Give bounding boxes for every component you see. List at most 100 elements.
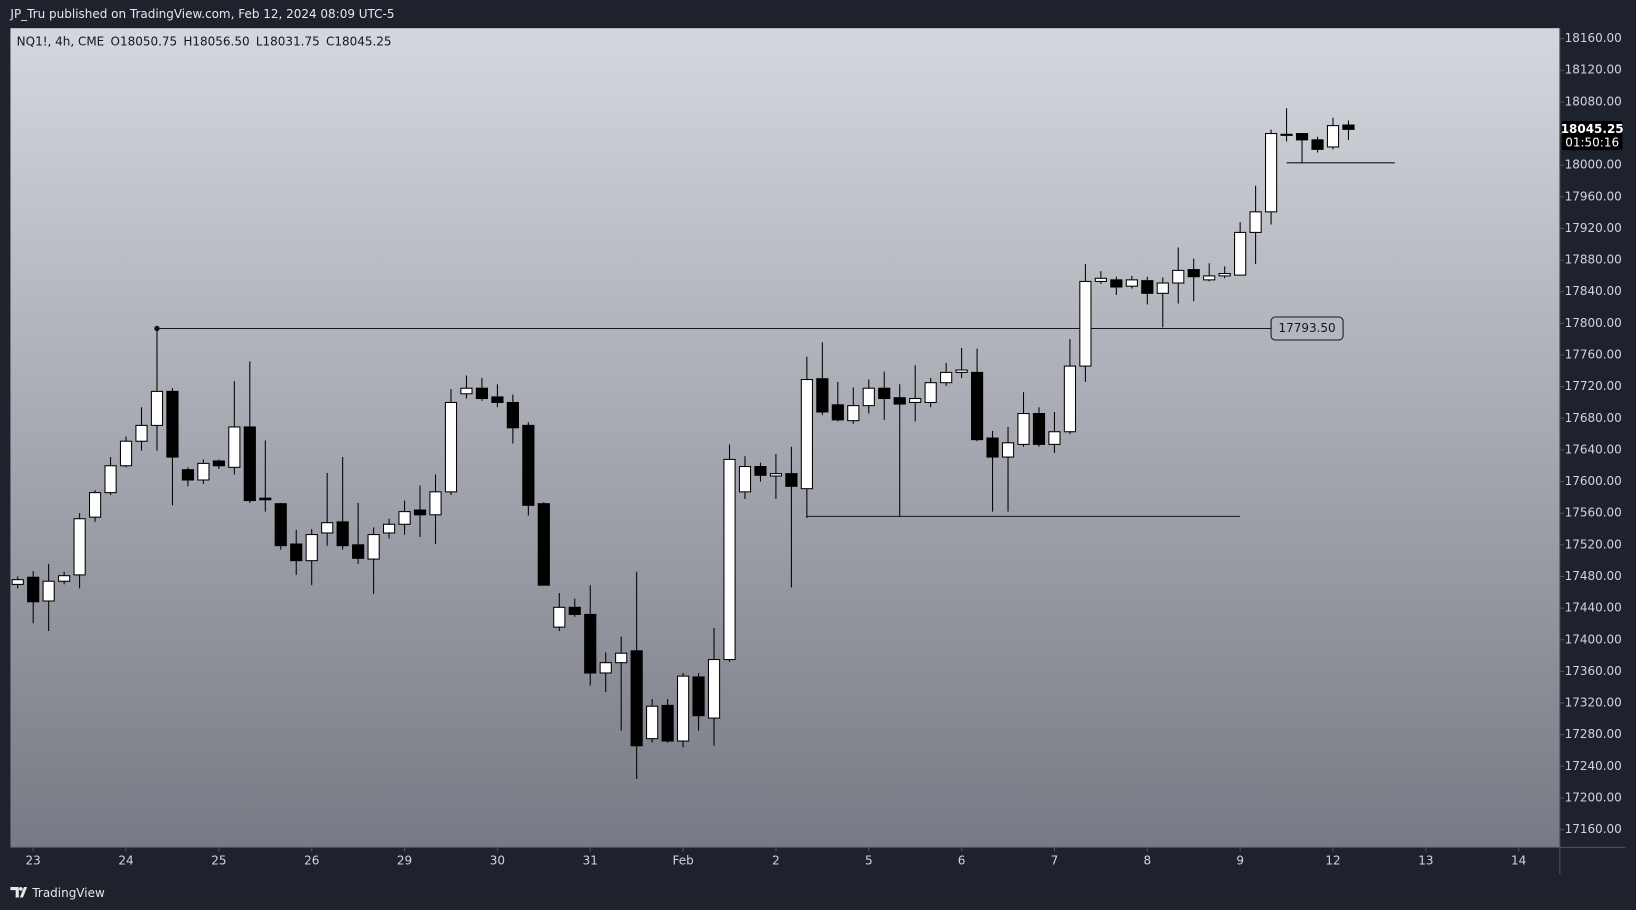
- plot-area: [10, 28, 1560, 848]
- x-tick-label: 23: [26, 853, 41, 867]
- y-tick-label: 17720.00: [1565, 379, 1622, 393]
- candle-body: [290, 543, 303, 562]
- candle-body: [1125, 279, 1138, 287]
- bar-countdown: 01:50:16: [1565, 135, 1619, 149]
- price-label: 17793.50: [1278, 321, 1335, 335]
- candle-body: [893, 397, 906, 405]
- y-tick-label: 17920.00: [1565, 221, 1622, 235]
- candle-body: [800, 379, 813, 490]
- y-tick-label: 17400.00: [1565, 632, 1622, 646]
- candle-body: [707, 659, 721, 719]
- candle-body: [1264, 133, 1278, 213]
- symbol-legend: NQ1!, 4h, CME O18050.75 H18056.50 L18031.75…: [17, 34, 392, 48]
- candle-body: [1048, 431, 1061, 445]
- candle-body: [475, 387, 489, 400]
- last-price-label: 18045.25: [1561, 122, 1624, 136]
- candle-body: [1094, 277, 1107, 282]
- candle-body: [1234, 231, 1247, 276]
- x-tick-label: 2: [772, 853, 780, 867]
- y-tick-label: 17480.00: [1565, 569, 1622, 583]
- candle-body: [1326, 125, 1340, 148]
- y-tick-label: 17560.00: [1565, 506, 1622, 520]
- candle-body: [367, 534, 380, 560]
- candle-body: [1311, 139, 1324, 150]
- x-tick-label: Feb: [672, 853, 693, 867]
- y-tick-label: 17440.00: [1565, 601, 1622, 615]
- y-tick-label: 18000.00: [1565, 158, 1622, 172]
- candle-body: [816, 378, 829, 413]
- candle-body: [878, 387, 891, 400]
- candle-body: [352, 544, 365, 559]
- candle-body: [940, 371, 953, 384]
- x-tick-label: 8: [1143, 853, 1151, 867]
- x-tick-label: 30: [490, 853, 505, 867]
- candle-body: [336, 521, 349, 547]
- candle-body: [150, 390, 164, 426]
- candle-body: [1063, 365, 1077, 433]
- candle-body: [212, 460, 225, 467]
- candle-body: [382, 523, 396, 534]
- candle-body: [970, 371, 984, 441]
- candle-body: [197, 462, 210, 481]
- candle-body: [754, 466, 767, 476]
- legend-value: C18045.25: [326, 34, 392, 48]
- y-tick-label: 17640.00: [1565, 442, 1622, 456]
- candle-body: [429, 491, 442, 516]
- x-tick-label: 14: [1511, 853, 1526, 867]
- candle-body: [986, 437, 999, 458]
- brand-name: TradingView: [31, 886, 105, 900]
- x-tick-label: 7: [1051, 853, 1059, 867]
- candle-body: [537, 503, 550, 586]
- y-tick-label: 17960.00: [1565, 189, 1622, 203]
- candle-body: [119, 440, 133, 467]
- candle-body: [646, 705, 659, 740]
- y-tick-label: 17280.00: [1565, 727, 1622, 741]
- candle-body: [274, 503, 287, 547]
- candle-body: [1156, 282, 1169, 294]
- candle-body: [228, 426, 241, 468]
- y-tick-label: 17800.00: [1565, 316, 1622, 330]
- candle-body: [738, 466, 752, 493]
- candle-body: [584, 613, 597, 674]
- candle-body: [568, 606, 581, 615]
- symbol: NQ1!, 4h, CME: [17, 34, 105, 48]
- candle-body: [553, 606, 566, 628]
- y-tick-label: 17880.00: [1565, 253, 1622, 267]
- candle-body: [661, 704, 674, 742]
- x-tick-label: 25: [211, 853, 226, 867]
- candle-body: [413, 509, 427, 516]
- candle-body: [522, 424, 535, 506]
- candle-body: [692, 676, 705, 717]
- candle-body: [769, 473, 783, 477]
- candle-body: [1203, 275, 1216, 281]
- candle-body: [1001, 442, 1015, 458]
- candle-body: [506, 401, 519, 429]
- x-tick-label: 5: [865, 853, 873, 867]
- candle-body: [135, 424, 148, 442]
- y-tick-label: 17840.00: [1565, 284, 1622, 298]
- y-tick-label: 18120.00: [1565, 63, 1622, 77]
- candle-body: [847, 405, 860, 422]
- x-tick-label: 13: [1418, 853, 1433, 867]
- candle-body: [1280, 133, 1293, 136]
- candle-body: [676, 675, 690, 742]
- candle-body: [42, 580, 55, 602]
- x-tick-label: 29: [397, 853, 412, 867]
- candle-body: [73, 518, 86, 576]
- candle-body: [1141, 280, 1154, 294]
- x-tick-label: 12: [1325, 853, 1340, 867]
- y-tick-label: 17160.00: [1565, 822, 1622, 836]
- candle-body: [181, 469, 195, 481]
- y-tick-label: 18080.00: [1565, 94, 1622, 108]
- y-tick-label: 17320.00: [1565, 696, 1622, 710]
- candle-body: [955, 369, 968, 373]
- legend-value: L18031.75: [256, 34, 320, 48]
- candle-body: [1187, 269, 1200, 278]
- candle-body: [243, 426, 256, 502]
- y-tick-label: 17680.00: [1565, 411, 1622, 425]
- y-tick-label: 18160.00: [1565, 31, 1622, 45]
- candle-body: [1079, 280, 1092, 367]
- candle-body: [88, 492, 102, 518]
